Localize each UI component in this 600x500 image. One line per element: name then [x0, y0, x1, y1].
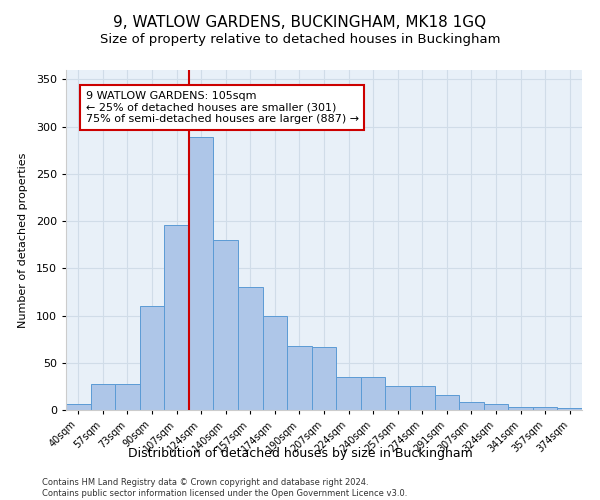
Bar [434, 395, 459, 410]
Bar [287, 346, 312, 410]
Bar [189, 137, 214, 410]
Text: Contains HM Land Registry data © Crown copyright and database right 2024.
Contai: Contains HM Land Registry data © Crown c… [42, 478, 407, 498]
Text: Distribution of detached houses by size in Buckingham: Distribution of detached houses by size … [128, 448, 472, 460]
Bar [385, 386, 410, 410]
Bar [361, 377, 385, 410]
Bar [312, 346, 336, 410]
Bar [533, 407, 557, 410]
Y-axis label: Number of detached properties: Number of detached properties [17, 152, 28, 328]
Bar [508, 407, 533, 410]
Bar [336, 377, 361, 410]
Bar [164, 225, 189, 410]
Bar [214, 240, 238, 410]
Bar [484, 404, 508, 410]
Bar [115, 384, 140, 410]
Bar [410, 386, 434, 410]
Bar [459, 402, 484, 410]
Bar [66, 404, 91, 410]
Bar [91, 384, 115, 410]
Bar [140, 306, 164, 410]
Bar [557, 408, 582, 410]
Text: 9 WATLOW GARDENS: 105sqm
← 25% of detached houses are smaller (301)
75% of semi-: 9 WATLOW GARDENS: 105sqm ← 25% of detach… [86, 91, 359, 124]
Bar [263, 316, 287, 410]
Text: Size of property relative to detached houses in Buckingham: Size of property relative to detached ho… [100, 32, 500, 46]
Text: 9, WATLOW GARDENS, BUCKINGHAM, MK18 1GQ: 9, WATLOW GARDENS, BUCKINGHAM, MK18 1GQ [113, 15, 487, 30]
Bar [238, 287, 263, 410]
